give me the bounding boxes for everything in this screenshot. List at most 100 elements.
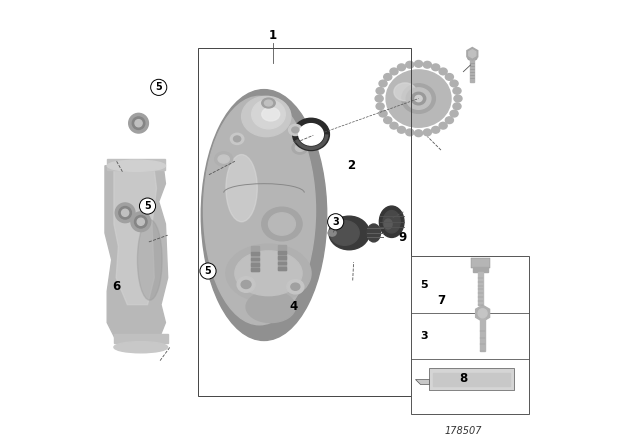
Ellipse shape xyxy=(292,118,330,151)
Ellipse shape xyxy=(380,206,404,237)
Ellipse shape xyxy=(330,221,359,246)
Ellipse shape xyxy=(292,142,308,154)
Bar xyxy=(411,256,529,414)
Circle shape xyxy=(122,209,129,216)
Ellipse shape xyxy=(114,342,168,353)
Text: 5: 5 xyxy=(156,82,162,92)
Bar xyxy=(278,251,285,254)
Ellipse shape xyxy=(439,122,447,129)
Ellipse shape xyxy=(379,110,387,117)
Bar xyxy=(480,318,485,351)
Ellipse shape xyxy=(376,103,384,110)
Ellipse shape xyxy=(406,61,414,68)
Ellipse shape xyxy=(383,211,400,233)
Ellipse shape xyxy=(226,244,311,302)
Text: 5: 5 xyxy=(205,266,211,276)
Text: 178507: 178507 xyxy=(445,426,482,436)
Ellipse shape xyxy=(397,64,406,71)
Ellipse shape xyxy=(454,95,462,102)
Ellipse shape xyxy=(292,127,299,133)
Ellipse shape xyxy=(108,160,166,172)
Bar xyxy=(252,268,259,271)
Bar xyxy=(470,57,474,82)
Ellipse shape xyxy=(296,144,305,151)
Ellipse shape xyxy=(450,110,458,117)
Ellipse shape xyxy=(289,125,302,136)
Bar xyxy=(278,256,285,259)
Circle shape xyxy=(134,215,147,228)
Circle shape xyxy=(200,263,216,279)
Bar xyxy=(470,258,490,268)
Bar xyxy=(252,263,259,266)
Ellipse shape xyxy=(252,100,285,129)
Ellipse shape xyxy=(237,277,255,293)
Ellipse shape xyxy=(412,92,426,105)
Bar xyxy=(429,368,514,391)
Circle shape xyxy=(131,212,150,232)
Text: 5: 5 xyxy=(144,201,151,211)
Ellipse shape xyxy=(218,155,229,163)
Ellipse shape xyxy=(439,68,447,75)
Circle shape xyxy=(328,214,344,230)
Bar xyxy=(473,267,488,272)
Ellipse shape xyxy=(234,136,241,142)
Text: 3: 3 xyxy=(420,331,428,341)
Ellipse shape xyxy=(423,129,431,136)
Ellipse shape xyxy=(397,126,406,133)
Ellipse shape xyxy=(390,68,398,75)
Ellipse shape xyxy=(402,84,435,113)
Circle shape xyxy=(150,79,167,95)
Ellipse shape xyxy=(262,207,302,241)
Polygon shape xyxy=(105,166,168,345)
Circle shape xyxy=(140,198,156,214)
Ellipse shape xyxy=(367,224,380,242)
Circle shape xyxy=(132,117,145,129)
Ellipse shape xyxy=(376,87,384,94)
Ellipse shape xyxy=(329,216,369,250)
Ellipse shape xyxy=(204,96,316,325)
Ellipse shape xyxy=(431,64,440,71)
Ellipse shape xyxy=(406,129,414,136)
Bar xyxy=(278,245,285,270)
Ellipse shape xyxy=(386,70,451,127)
Bar xyxy=(477,272,483,305)
Ellipse shape xyxy=(445,117,453,124)
Text: 7: 7 xyxy=(437,293,445,307)
Bar xyxy=(198,48,411,396)
Ellipse shape xyxy=(201,90,327,340)
Ellipse shape xyxy=(415,95,422,102)
Ellipse shape xyxy=(384,73,392,80)
Ellipse shape xyxy=(215,152,233,166)
Bar xyxy=(278,262,285,264)
Ellipse shape xyxy=(431,126,440,133)
Ellipse shape xyxy=(299,124,323,145)
Circle shape xyxy=(119,207,131,219)
Bar xyxy=(278,267,285,270)
Ellipse shape xyxy=(423,61,431,68)
Ellipse shape xyxy=(226,155,257,222)
Ellipse shape xyxy=(468,56,477,60)
Ellipse shape xyxy=(453,87,461,94)
Text: 1: 1 xyxy=(269,29,277,43)
Ellipse shape xyxy=(375,95,383,102)
Ellipse shape xyxy=(384,219,392,229)
Text: 9: 9 xyxy=(399,231,407,244)
Ellipse shape xyxy=(415,130,422,137)
Bar xyxy=(252,258,259,260)
Ellipse shape xyxy=(406,88,431,109)
Ellipse shape xyxy=(328,230,336,236)
Ellipse shape xyxy=(291,283,300,290)
Ellipse shape xyxy=(262,108,280,121)
Circle shape xyxy=(135,120,142,127)
Ellipse shape xyxy=(241,280,251,289)
Polygon shape xyxy=(415,379,429,384)
Bar xyxy=(252,252,259,255)
Ellipse shape xyxy=(262,98,275,108)
Bar xyxy=(252,246,259,271)
Ellipse shape xyxy=(394,83,417,101)
Ellipse shape xyxy=(264,100,273,106)
Ellipse shape xyxy=(450,80,458,87)
Ellipse shape xyxy=(445,73,453,80)
Ellipse shape xyxy=(269,213,296,235)
Ellipse shape xyxy=(453,103,461,110)
